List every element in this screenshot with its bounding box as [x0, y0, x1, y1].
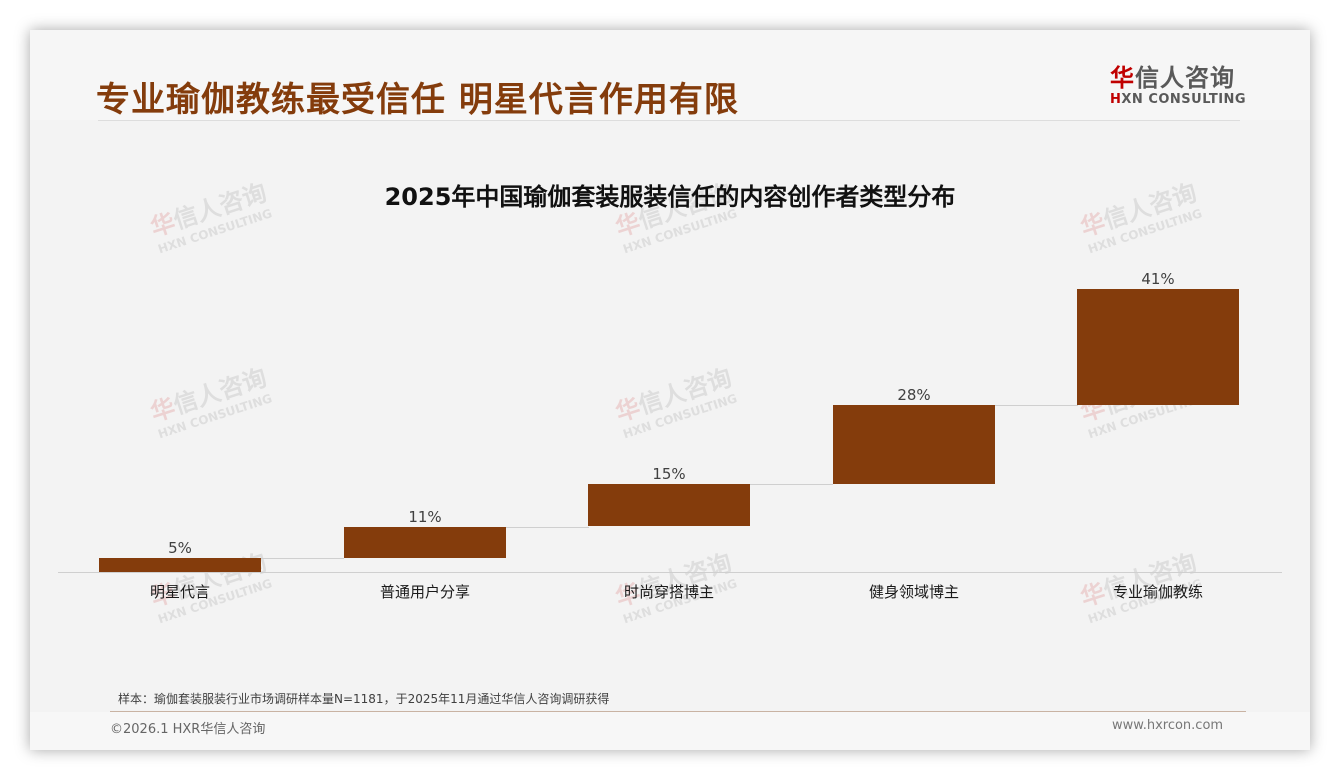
bar-1: [99, 558, 261, 572]
footer-band: [30, 712, 1310, 750]
bar-value-label: 28%: [897, 386, 931, 404]
logo-chinese: 华信人咨询: [1110, 64, 1242, 92]
x-axis-line: [58, 572, 1282, 573]
logo-en-accent: H: [1110, 92, 1122, 107]
bar-3: [588, 484, 750, 526]
bar-5: [1077, 289, 1239, 405]
category-label: 普通用户分享: [379, 583, 470, 601]
connector-line: [750, 484, 833, 485]
bar-4: [833, 405, 995, 484]
bar-value-label: 5%: [168, 539, 192, 557]
footer-divider: [110, 711, 1246, 712]
category-label: 明星代言: [149, 583, 210, 601]
logo-chinese-rest: 信人咨询: [1135, 64, 1235, 92]
website-link[interactable]: www.hxrcon.com: [1112, 718, 1224, 733]
page-title: 专业瑜伽教练最受信任 明星代言作用有限: [96, 80, 739, 120]
logo-en-rest: XN CONSULTING: [1121, 92, 1247, 107]
connector-line: [506, 527, 589, 528]
bar-2: [344, 527, 506, 558]
logo-english: HXN CONSULTING: [1110, 92, 1246, 108]
bar-value-label: 15%: [652, 465, 686, 483]
category-label: 时尚穿搭博主: [623, 583, 714, 601]
connector-line: [261, 558, 344, 559]
logo-accent-char: 华: [1110, 64, 1135, 92]
category-label: 专业瑜伽教练: [1112, 583, 1203, 601]
slide: 专业瑜伽教练最受信任 明星代言作用有限 华信人咨询 HXN CONSULTING…: [30, 30, 1310, 750]
header-divider: [98, 120, 1240, 121]
header-band: [30, 30, 1310, 120]
company-logo: 华信人咨询 HXN CONSULTING: [1110, 64, 1246, 108]
sample-note: 样本：瑜伽套装服装行业市场调研样本量N=1181，于2025年11月通过华信人咨…: [118, 692, 610, 706]
bar-value-label: 11%: [408, 508, 442, 526]
copyright-text: ©2026.1 HXR华信人咨询: [110, 722, 266, 737]
bar-value-label: 41%: [1141, 270, 1175, 288]
chart-title: 2025年中国瑜伽套装服装信任的内容创作者类型分布: [384, 183, 956, 211]
category-label: 健身领域博主: [868, 583, 959, 601]
connector-line: [995, 405, 1078, 406]
